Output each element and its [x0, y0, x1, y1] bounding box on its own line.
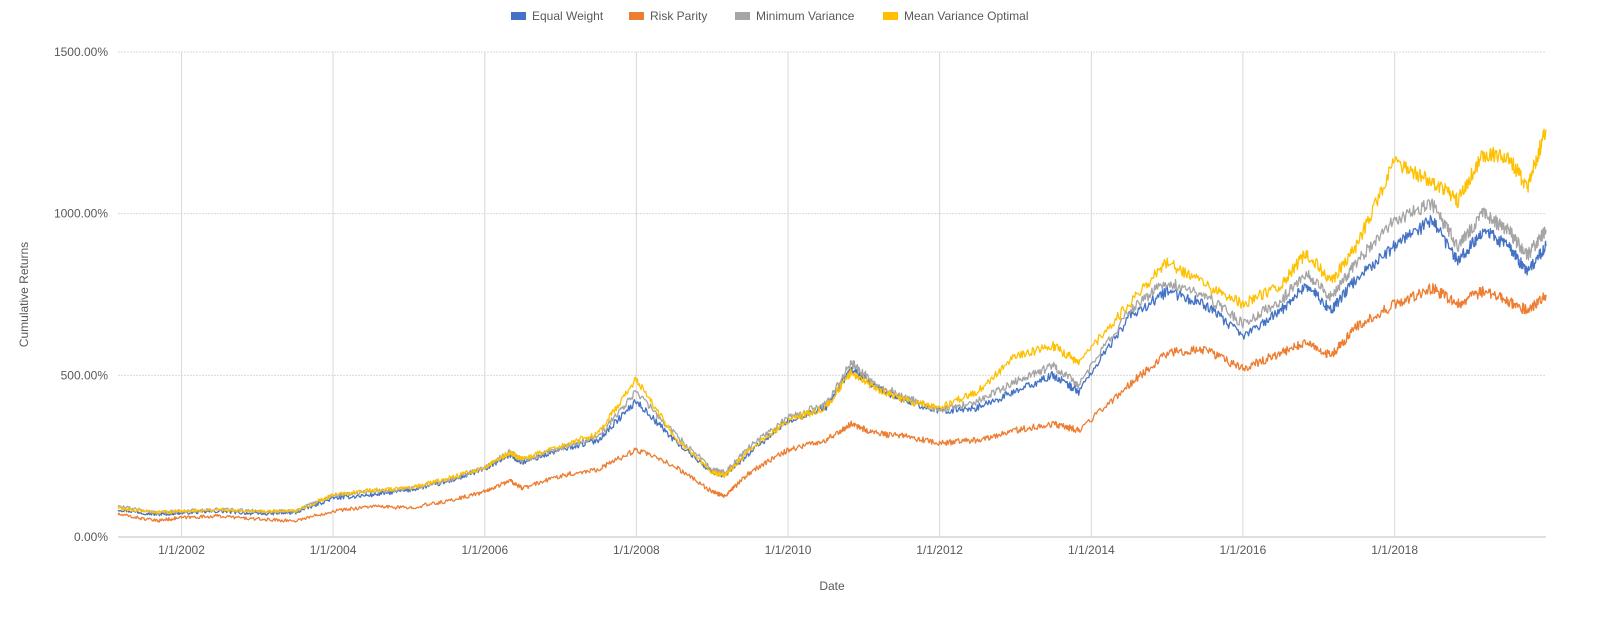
series-line	[117, 283, 1547, 523]
y-axis-title: Cumulative Returns	[17, 242, 31, 347]
axes: 0.00% 500.00% 1000.00% 1500.00% 1/1/2002 1/1/…	[54, 45, 1418, 557]
legend-label: Minimum Variance	[756, 9, 855, 23]
y-tick-label: 1000.00%	[54, 207, 108, 221]
legend-swatch	[735, 12, 750, 20]
gridlines	[118, 51, 1546, 538]
x-tick-label: 1/1/2014	[1068, 543, 1115, 557]
x-axis-title: Date	[819, 579, 845, 593]
legend-swatch	[511, 12, 526, 20]
x-tick-label: 1/1/2018	[1371, 543, 1418, 557]
x-tick-label: 1/1/2012	[916, 543, 963, 557]
series-line	[117, 128, 1547, 515]
y-tick-label: 0.00%	[74, 530, 108, 544]
legend-label: Equal Weight	[532, 9, 604, 23]
series-line	[117, 214, 1547, 517]
x-tick-label: 1/1/2004	[310, 543, 357, 557]
legend-item[interactable]: Risk Parity	[629, 9, 707, 23]
x-tick-label: 1/1/2008	[613, 543, 660, 557]
legend-swatch	[629, 12, 644, 20]
legend[interactable]: Equal Weight Risk Parity Minimum Variance M…	[511, 9, 1029, 23]
x-tick-label: 1/1/2006	[461, 543, 508, 557]
series-line	[117, 198, 1547, 515]
x-tick-label: 1/1/2016	[1220, 543, 1267, 557]
x-tick-label: 1/1/2002	[158, 543, 205, 557]
y-tick-label: 500.00%	[61, 368, 109, 382]
legend-item[interactable]: Minimum Variance	[735, 9, 855, 23]
legend-label: Mean Variance Optimal	[904, 9, 1029, 23]
y-tick-label: 1500.00%	[54, 45, 108, 59]
legend-label: Risk Parity	[650, 9, 707, 23]
legend-swatch	[883, 12, 898, 20]
x-tick-label: 1/1/2010	[765, 543, 812, 557]
legend-item[interactable]: Mean Variance Optimal	[883, 9, 1029, 23]
series-lines	[117, 128, 1547, 523]
legend-item[interactable]: Equal Weight	[511, 9, 604, 23]
